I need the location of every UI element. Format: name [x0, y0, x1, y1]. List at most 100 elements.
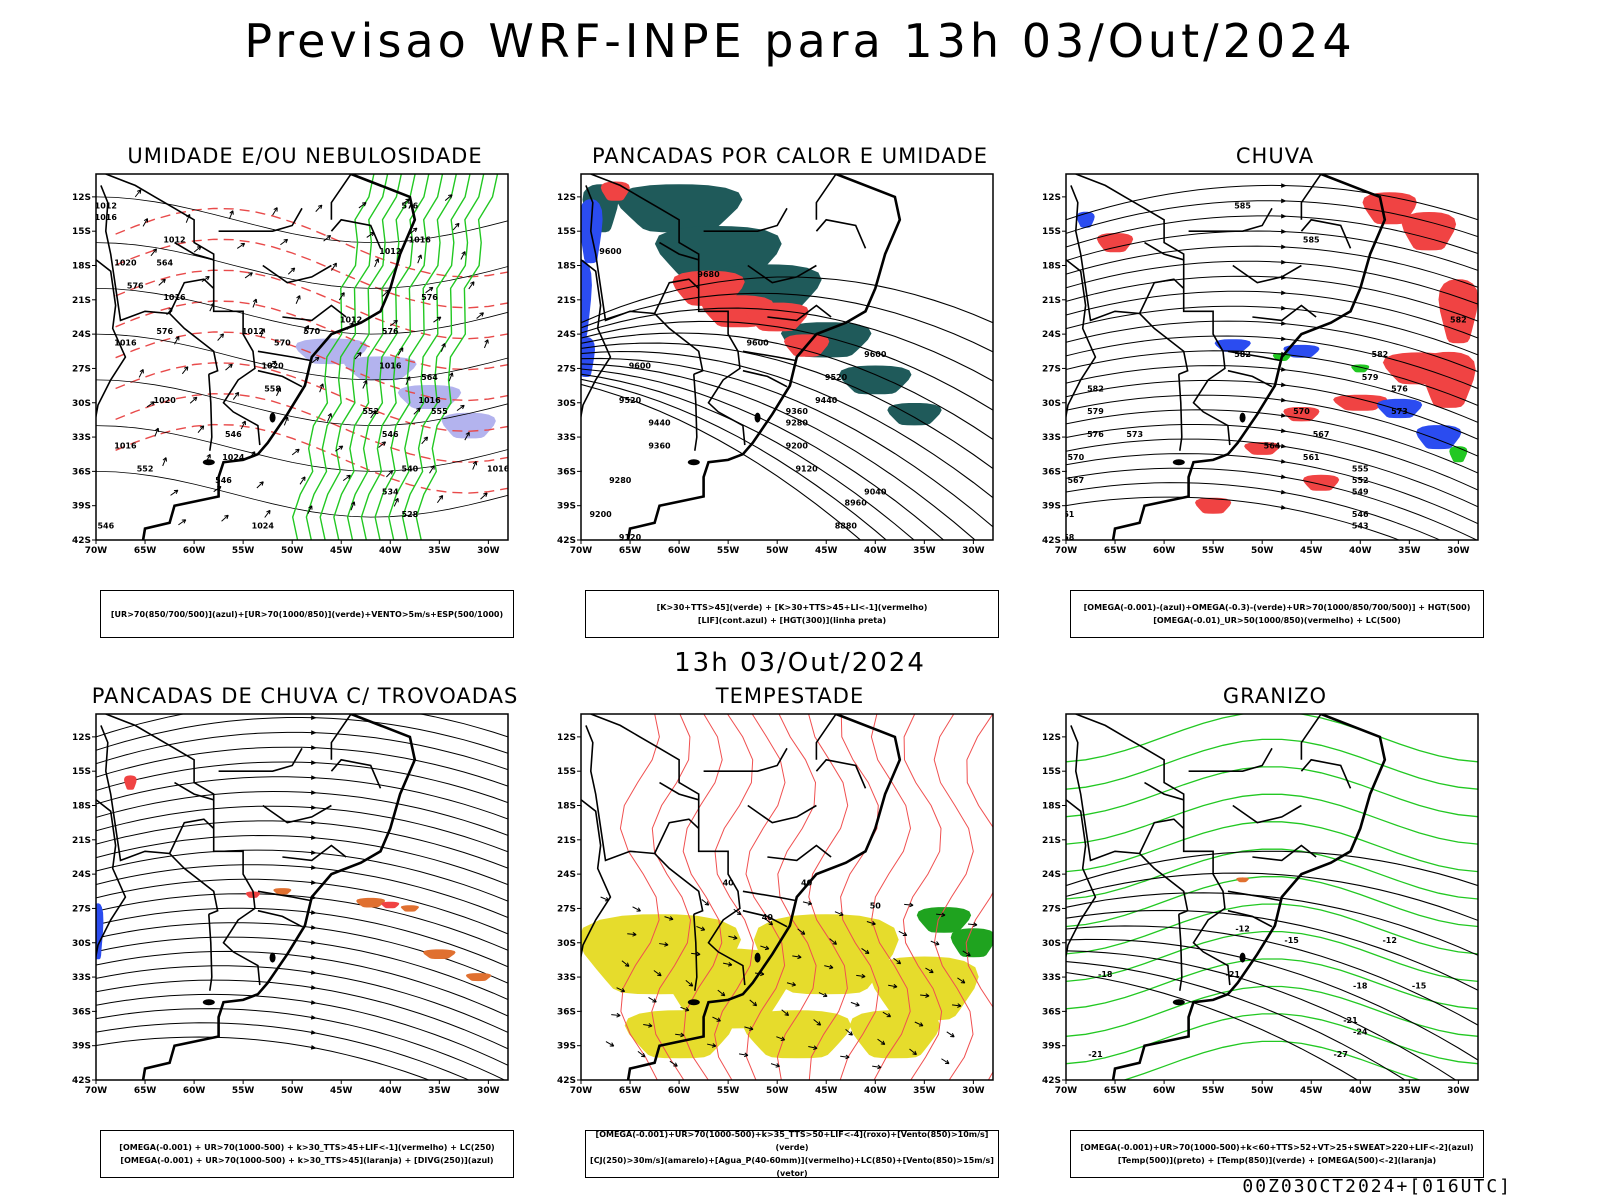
wind-vector — [134, 189, 142, 198]
y-tick-label: 12S — [1042, 733, 1061, 743]
lc850-streamline — [745, 714, 786, 1080]
contour-label: 9680 — [697, 270, 720, 279]
contour-label: 9040 — [864, 487, 887, 496]
streamline — [96, 950, 508, 1017]
legend-line: [OMEGA(-0.001)-(azul)+OMEGA(-0.3)-(verde… — [1083, 603, 1471, 612]
y-tick-label: 24S — [72, 870, 91, 880]
wind-vector — [925, 967, 934, 974]
wind-vector — [637, 1051, 646, 1058]
x-tick-label: 50W — [281, 1086, 304, 1096]
storm-orange — [465, 973, 492, 982]
wind-vector — [845, 1028, 853, 1036]
wind-vector — [957, 977, 966, 984]
streamline — [1066, 305, 1478, 356]
streamline — [1066, 260, 1478, 305]
x-tick-label: 30W — [477, 1086, 500, 1096]
wind-vector — [397, 347, 404, 356]
x-tick-label: 30W — [1447, 546, 1470, 556]
contour-label: 1012 — [340, 316, 362, 325]
y-tick-label: 12S — [1042, 193, 1061, 203]
x-tick-label: 35W — [913, 546, 936, 556]
state-border — [767, 844, 832, 862]
wind-vector — [936, 912, 946, 918]
contour-label: 582 — [1087, 384, 1104, 393]
wind-vector — [904, 902, 914, 908]
height-contour — [1066, 961, 1406, 1080]
contour-label: 573 — [1391, 407, 1408, 416]
height-contour — [581, 292, 993, 353]
lagoon-mark — [1239, 412, 1246, 423]
streamline-arrow — [1280, 413, 1287, 418]
state-border — [815, 174, 837, 220]
y-tick-label: 42S — [557, 1076, 576, 1086]
height-contour — [1066, 971, 1359, 1080]
wind-vector — [792, 954, 802, 960]
streamline-arrow — [1280, 459, 1287, 464]
state-border — [747, 804, 817, 824]
contour-label: 40 — [762, 913, 774, 922]
y-tick-label: 30S — [557, 399, 576, 409]
wind-vector — [856, 973, 866, 979]
wind-vector — [386, 469, 394, 478]
contour-label: 564 — [1264, 442, 1281, 451]
legend-line: [CJ(250)>30m/s](amarelo)+[Agua_P(40-60mm… — [590, 1156, 994, 1178]
contour-label: 552 — [362, 407, 379, 416]
wind-vector — [276, 387, 282, 397]
state-border — [653, 818, 700, 854]
state-border — [168, 818, 215, 854]
contour-label: 9600 — [599, 247, 622, 256]
contour-label: 9360 — [786, 407, 809, 416]
wind-vector — [744, 1026, 754, 1031]
wind-vector — [409, 227, 418, 235]
wind-vector — [834, 911, 844, 917]
contour-label: 1016 — [487, 464, 510, 473]
state-border — [590, 714, 746, 986]
height-contour — [581, 363, 976, 540]
wind-vector — [930, 940, 940, 946]
height-contour — [1066, 950, 1457, 1080]
lc850-streamline — [714, 714, 754, 1080]
humidity-green — [360, 174, 444, 540]
state-border — [174, 781, 214, 801]
streamline — [1066, 496, 1401, 540]
wind-vector — [201, 275, 210, 283]
contour-label: 546 — [1352, 510, 1369, 519]
contour-label: 576 — [127, 281, 144, 290]
contour-label: 570 — [303, 327, 320, 336]
temp850-contour — [1066, 1013, 1478, 1065]
wind-vector — [197, 425, 205, 434]
wind-vector — [476, 312, 484, 319]
wind-vector — [291, 448, 300, 456]
wind-vector — [685, 979, 694, 987]
x-tick-label: 60W — [668, 1086, 691, 1096]
x-tick-label: 45W — [1300, 1086, 1323, 1096]
streamline — [1066, 245, 1478, 288]
streamline-arrow — [311, 775, 317, 780]
wind-vector — [621, 960, 630, 967]
streamline-arrow — [310, 940, 317, 945]
contour-label: 546 — [97, 522, 114, 531]
wind-vector — [882, 1011, 892, 1018]
x-tick-label: 65W — [134, 546, 157, 556]
height-contour — [581, 368, 945, 540]
y-tick-label: 15S — [1042, 767, 1061, 777]
streamline — [96, 1022, 470, 1080]
contour-label: -21 — [1088, 1050, 1103, 1059]
contour-label: 546 — [215, 476, 232, 485]
contour-label: 9600 — [629, 361, 652, 370]
contour-label: 1016 — [379, 361, 402, 370]
contour-label: 9120 — [795, 464, 818, 473]
contour-label: 570 — [1067, 453, 1084, 462]
streamline — [96, 790, 508, 836]
y-tick-label: 42S — [1042, 1076, 1061, 1086]
wind-vector — [354, 352, 362, 360]
x-tick-label: 60W — [1153, 546, 1176, 556]
wind-vector — [162, 457, 168, 467]
x-tick-label: 35W — [1398, 1086, 1421, 1096]
wind-vector — [765, 918, 774, 926]
rain-red — [1244, 442, 1281, 455]
x-tick-label: 70W — [85, 1086, 108, 1096]
contour-label: -21 — [1226, 970, 1241, 979]
y-tick-label: 24S — [72, 330, 91, 340]
y-tick-label: 21S — [72, 296, 91, 306]
